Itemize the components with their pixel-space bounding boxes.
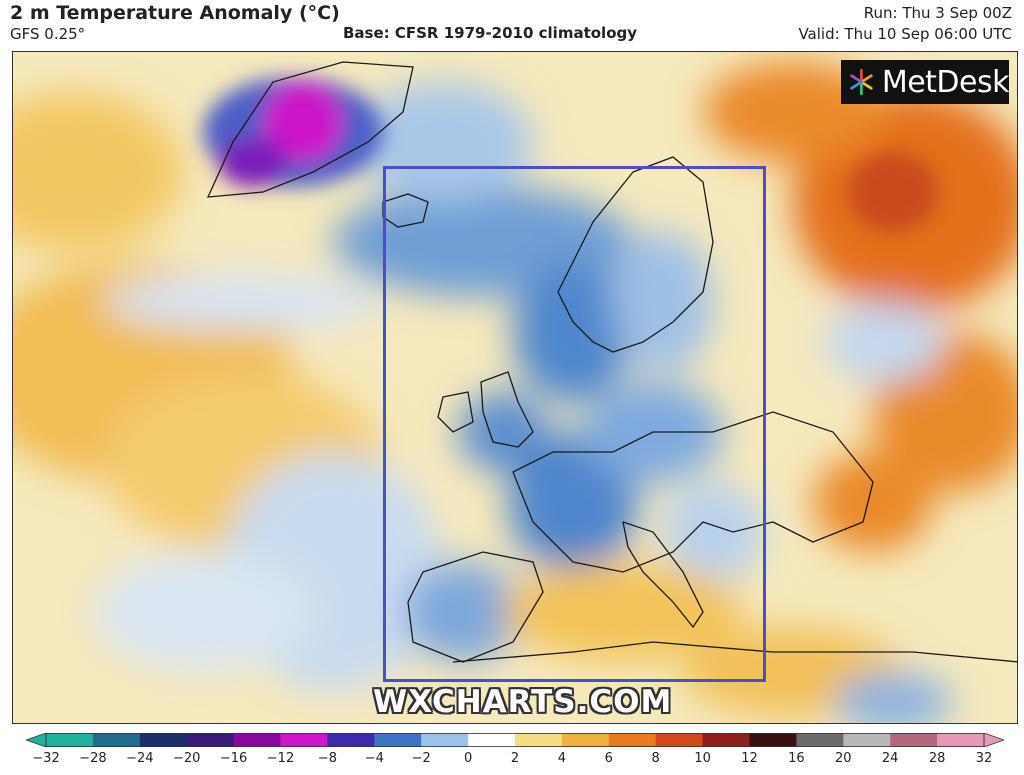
colorbar-tick-label: 12 [741, 751, 758, 766]
colorbar-segment [92, 733, 141, 747]
colorbar-segment [421, 733, 469, 747]
colorbar-segment [796, 733, 844, 747]
colorbar-segment [515, 733, 563, 747]
colorbar-segment [561, 733, 610, 747]
colorbar-max-arrow [983, 733, 1004, 747]
great-britain-coast [480, 371, 534, 448]
italy-coast [622, 521, 704, 629]
ireland-coast [437, 391, 474, 433]
colorbar-tick-label: −12 [266, 751, 295, 766]
colorbar-segment [374, 733, 422, 747]
colorbar-tick-label: −32 [32, 751, 60, 766]
temperature-anomaly-map: MetDesk WXCHARTS.COM [12, 51, 1018, 724]
north-africa-coast [452, 641, 1017, 663]
map-title: 2 m Temperature Anomaly (°C) [10, 2, 340, 24]
colorbar-segment [749, 733, 797, 747]
map-field-svg [13, 52, 1017, 723]
colorbar-segment [937, 733, 985, 747]
highlight-rectangle [383, 166, 766, 682]
colorbar-segment [327, 733, 375, 747]
continental-europe-coast [512, 411, 874, 573]
colorbar-tick-label: −16 [219, 751, 248, 766]
colorbar-segment [280, 733, 328, 747]
colorbar-tick-label: 28 [928, 751, 946, 766]
colorbar-tick-label: −8 [317, 751, 337, 766]
colorbar-segment [468, 733, 516, 747]
warm-anomaly-mediterranean [503, 562, 743, 662]
colorbar-segment [655, 733, 704, 747]
model-label: GFS 0.25° [10, 25, 86, 43]
colorbar-tick-label: 6 [604, 751, 613, 766]
colorbar-tick-label: 32 [975, 751, 993, 766]
colorbar-tick-label: 0 [463, 751, 473, 766]
colorbar-tick-label: 10 [694, 751, 711, 766]
hot-anomaly-balkans [813, 452, 933, 552]
colorbar-tick-label: 16 [788, 751, 805, 766]
run-time-label: Run: Thu 3 Sep 00Z [863, 4, 1012, 22]
cold-anomaly-scandinavia [513, 262, 633, 402]
colorbar-tick-label: −4 [364, 751, 384, 766]
colorbar-tick-label: 24 [881, 751, 899, 766]
colorbar-tick-label: 8 [651, 751, 660, 766]
colorbar-segment [46, 733, 94, 747]
colorbar-segment [702, 733, 750, 747]
climatology-base-label: Base: CFSR 1979-2010 climatology [343, 24, 638, 42]
iberia-coast [407, 551, 544, 663]
metdesk-star-icon [850, 68, 873, 96]
colorbar-segment [890, 733, 938, 747]
colorbar-tick-label: −24 [126, 751, 154, 766]
colorbar-frame [45, 733, 985, 747]
colorbar-segment [608, 733, 657, 747]
colorbar-segment [139, 733, 188, 747]
logo-text: MetDesk [881, 64, 1010, 100]
colorbar-min-arrow [26, 733, 47, 747]
greenland-coast [206, 61, 414, 198]
wxcharts-watermark: WXCHARTS.COM [373, 684, 673, 720]
colorbar-tick-label: −28 [79, 751, 107, 766]
cold-anomaly-iberia [403, 562, 523, 662]
colorbar [26, 733, 1004, 747]
colorbar-segment [843, 733, 891, 747]
colorbar-tick-label: 2 [510, 751, 520, 766]
colorbar-tick-label: −2 [411, 751, 431, 766]
colorbar-tick-label: 20 [835, 751, 852, 766]
coastlines [206, 61, 1017, 663]
colorbar-tick-label: 4 [557, 751, 567, 766]
scandinavia-coast [557, 156, 714, 353]
colorbar-tick-label: −20 [172, 751, 201, 766]
colorbar-segment [186, 733, 235, 747]
colorbar-segment [233, 733, 281, 747]
metdesk-logo: MetDesk [841, 60, 1010, 104]
valid-time-label: Valid: Thu 10 Sep 06:00 UTC [798, 25, 1012, 43]
